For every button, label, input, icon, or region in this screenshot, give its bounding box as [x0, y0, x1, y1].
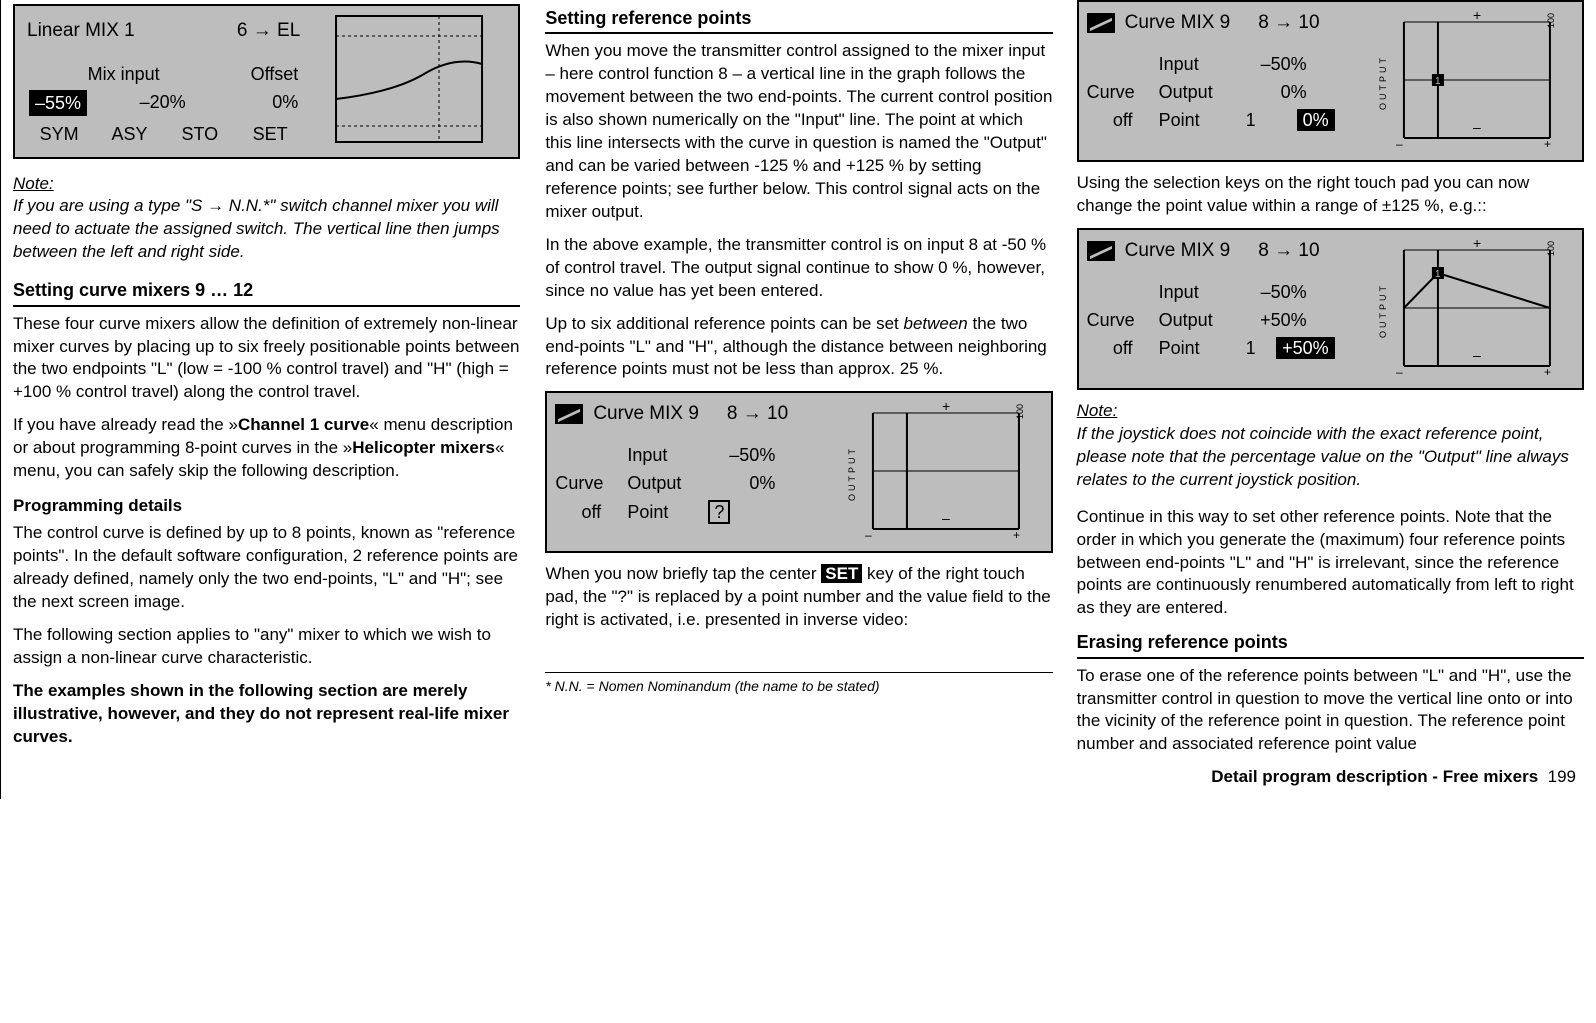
svg-text:OUTPUT: OUTPUT: [1378, 55, 1388, 110]
svg-text:1: 1: [1435, 76, 1441, 87]
curve-mix-lcd-2: Curve MIX 9 8 → 10 Input–50% CurveOutput…: [1077, 0, 1584, 162]
set-key: SET: [821, 564, 862, 583]
note-label: Note:: [13, 173, 520, 196]
svg-text:+: +: [1544, 365, 1551, 378]
curve-icon: [1087, 241, 1115, 261]
svg-text:OUTPUT: OUTPUT: [1378, 283, 1388, 338]
mix-input-val1: –55%: [29, 90, 87, 116]
linear-mix-graph: [310, 14, 508, 149]
curve-graph-2: 1 OUTPUT 100 + – – +: [1362, 10, 1574, 150]
footnote: * N.N. = Nomen Nominandum (the name to b…: [545, 672, 1052, 696]
curve-graph-3: 1 OUTPUT 100 + – – +: [1362, 238, 1574, 378]
linear-mix-title: Linear MIX 1: [27, 18, 135, 44]
svg-text:+: +: [1473, 238, 1481, 251]
curve-mix-lcd-1: Curve MIX 9 8 → 10 Input–50% CurveOutput…: [545, 391, 1052, 553]
heading-reference-points: Setting reference points: [545, 6, 1052, 34]
svg-text:+: +: [1013, 528, 1020, 541]
svg-text:100: 100: [1015, 404, 1025, 419]
svg-text:100: 100: [1546, 241, 1556, 256]
svg-text:+: +: [1544, 137, 1551, 150]
svg-text:100: 100: [1546, 13, 1556, 28]
curve-icon: [555, 404, 583, 424]
heading-curve-mixers: Setting curve mixers 9 … 12: [13, 278, 520, 306]
svg-text:+: +: [1473, 10, 1481, 23]
heading-erase: Erasing reference points: [1077, 630, 1584, 658]
page-footer: Detail program description - Free mixers…: [1077, 766, 1584, 789]
svg-text:+: +: [942, 401, 950, 414]
svg-text:–: –: [1396, 137, 1403, 150]
svg-text:1: 1: [1435, 269, 1441, 280]
linear-mix-lcd: Linear MIX 1 6 → EL Mix input Offset –55…: [13, 4, 520, 159]
curve-graph-1: OUTPUT 100 + – – +: [831, 401, 1043, 541]
linear-mix-route: 6 → EL: [237, 18, 300, 44]
note-body: If you are using a type "S → N.N.*" swit…: [13, 195, 520, 264]
svg-text:–: –: [865, 528, 872, 541]
curve-icon: [1087, 13, 1115, 33]
heading-programming: Programming details: [13, 495, 520, 518]
svg-text:–: –: [942, 510, 950, 526]
curve-mix-lcd-3: Curve MIX 9 8 → 10 Input–50% CurveOutput…: [1077, 228, 1584, 390]
svg-text:OUTPUT: OUTPUT: [847, 446, 857, 501]
svg-text:–: –: [1473, 347, 1481, 363]
svg-text:–: –: [1473, 119, 1481, 135]
svg-text:–: –: [1396, 365, 1403, 378]
